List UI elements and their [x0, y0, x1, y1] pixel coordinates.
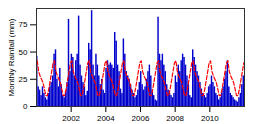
svg-text:2004: 2004 [97, 114, 115, 123]
svg-text:Monthly Rainfall (mm): Monthly Rainfall (mm) [7, 18, 16, 96]
svg-text:2008: 2008 [166, 114, 184, 123]
svg-text:50: 50 [19, 48, 28, 57]
svg-text:2010: 2010 [201, 114, 219, 123]
svg-text:75: 75 [19, 20, 28, 29]
svg-text:2002: 2002 [62, 114, 80, 123]
svg-text:25: 25 [19, 75, 28, 84]
svg-text:2006: 2006 [132, 114, 150, 123]
svg-text:0: 0 [23, 102, 28, 111]
